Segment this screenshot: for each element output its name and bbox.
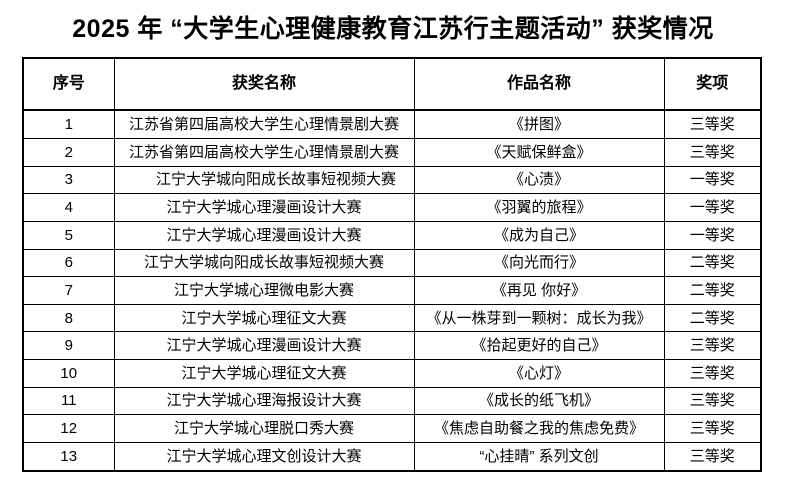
cell-award-name: 江宁大学城心理脱口秀大赛	[113, 414, 415, 443]
cell-work-name: 《再见 你好》	[413, 276, 665, 305]
table-row: 3 江宁大学城向阳成长故事短视频大赛 《心渍》 一等奖	[22, 165, 762, 195]
cell-award-name: 江宁大学城向阳成长故事短视频大赛	[113, 248, 415, 278]
awards-table-body: 1 江苏省第四届高校大学生心理情景剧大赛 《拼图》 三等奖 2 江苏省第四届高校大学生心理…	[22, 109, 762, 472]
cell-prize: 三等奖	[663, 386, 762, 416]
cell-serial-number: 12	[22, 414, 115, 443]
table-row: 11 江宁大学城心理海报设计大赛 《成长的纸飞机》 三等奖	[22, 386, 762, 416]
column-header-work-name: 作品名称	[413, 57, 665, 111]
cell-award-name: 江宁大学城向阳成长故事短视频大赛	[113, 165, 415, 195]
cell-prize: 二等奖	[663, 248, 762, 278]
cell-work-name: 《羽翼的旅程》	[413, 193, 665, 222]
cell-award-name: 江宁大学城心理微电影大赛	[113, 276, 415, 305]
cell-serial-number: 1	[22, 109, 115, 139]
cell-prize: 三等奖	[663, 138, 762, 167]
cell-prize: 三等奖	[663, 331, 762, 360]
cell-work-name: 《拼图》	[413, 109, 665, 139]
cell-serial-number: 8	[22, 303, 115, 333]
cell-work-name: 《焦虑自助餐之我的焦虑免费》	[413, 414, 665, 443]
cell-award-name: 江宁大学城心理文创设计大赛	[113, 441, 415, 472]
cell-work-name: 《成长的纸飞机》	[413, 386, 665, 416]
cell-award-name: 江宁大学城心理海报设计大赛	[113, 386, 415, 416]
cell-work-name: “心挂晴” 系列文创	[413, 441, 665, 472]
table-row: 6 江宁大学城向阳成长故事短视频大赛 《向光而行》 二等奖	[22, 248, 762, 278]
cell-work-name: 《从一株芽到一颗树：成长为我》	[413, 303, 665, 333]
cell-prize: 二等奖	[663, 276, 762, 305]
cell-serial-number: 11	[22, 386, 115, 416]
cell-award-name: 江宁大学城心理征文大赛	[113, 303, 415, 333]
table-row: 9 江宁大学城心理漫画设计大赛 《拾起更好的自己》 三等奖	[22, 331, 762, 360]
table-row: 4 江宁大学城心理漫画设计大赛 《羽翼的旅程》 一等奖	[22, 193, 762, 222]
cell-prize: 一等奖	[663, 220, 762, 250]
cell-prize: 二等奖	[663, 303, 762, 333]
table-row: 5 江宁大学城心理漫画设计大赛 《成为自己》 一等奖	[22, 220, 762, 250]
cell-award-name: 江宁大学城心理征文大赛	[113, 359, 415, 388]
cell-work-name: 《心渍》	[413, 165, 665, 195]
column-header-award-name: 获奖名称	[113, 57, 415, 111]
cell-work-name: 《天赋保鲜盒》	[413, 138, 665, 167]
cell-prize: 三等奖	[663, 441, 762, 472]
cell-award-name: 江宁大学城心理漫画设计大赛	[113, 220, 415, 250]
cell-serial-number: 9	[22, 331, 115, 360]
cell-award-name: 江苏省第四届高校大学生心理情景剧大赛	[113, 138, 415, 167]
cell-prize: 三等奖	[663, 414, 762, 443]
column-header-prize: 奖项	[663, 57, 762, 111]
table-row: 7 江宁大学城心理微电影大赛 《再见 你好》 二等奖	[22, 276, 762, 305]
table-row: 13 江宁大学城心理文创设计大赛 “心挂晴” 系列文创 三等奖	[22, 441, 762, 472]
cell-serial-number: 13	[22, 441, 115, 472]
cell-work-name: 《拾起更好的自己》	[413, 331, 665, 360]
cell-serial-number: 6	[22, 248, 115, 278]
cell-prize: 一等奖	[663, 193, 762, 222]
cell-award-name: 江苏省第四届高校大学生心理情景剧大赛	[113, 109, 415, 139]
table-row: 10 江宁大学城心理征文大赛 《心灯》 三等奖	[22, 359, 762, 388]
column-header-serial-number: 序号	[22, 57, 115, 111]
cell-serial-number: 10	[22, 359, 115, 388]
document-title: 2025 年 “大学生心理健康教育江苏行主题活动” 获奖情况	[72, 15, 714, 43]
cell-serial-number: 7	[22, 276, 115, 305]
cell-work-name: 《成为自己》	[413, 220, 665, 250]
cell-serial-number: 4	[22, 193, 115, 222]
header-row: 序号 获奖名称 作品名称 奖项	[22, 57, 762, 111]
cell-award-name: 江宁大学城心理漫画设计大赛	[113, 331, 415, 360]
awards-table: 序号 获奖名称 作品名称 奖项 1 江苏省第四届高校大学生心理情景剧大赛 《拼图》三…	[22, 57, 762, 472]
cell-award-name: 江宁大学城心理漫画设计大赛	[113, 193, 415, 222]
cell-prize: 三等奖	[663, 359, 762, 388]
table-row: 2 江苏省第四届高校大学生心理情景剧大赛 《天赋保鲜盒》 三等奖	[22, 138, 762, 167]
cell-prize: 一等奖	[663, 165, 762, 195]
document-page: 2025 年 “大学生心理健康教育江苏行主题活动” 获奖情况 序号 获奖名称 作…	[0, 13, 786, 485]
cell-work-name: 《心灯》	[413, 359, 665, 388]
cell-serial-number: 3	[22, 165, 115, 195]
cell-serial-number: 5	[22, 220, 115, 250]
cell-work-name: 《向光而行》	[413, 248, 665, 278]
cell-prize: 三等奖	[663, 109, 762, 139]
table-row: 1 江苏省第四届高校大学生心理情景剧大赛 《拼图》 三等奖	[22, 109, 762, 139]
cell-serial-number: 2	[22, 138, 115, 167]
table-row: 12 江宁大学城心理脱口秀大赛 《焦虑自助餐之我的焦虑免费》 三等奖	[22, 414, 762, 443]
table-row: 8 江宁大学城心理征文大赛 《从一株芽到一颗树：成长为我》 二等奖	[22, 303, 762, 333]
